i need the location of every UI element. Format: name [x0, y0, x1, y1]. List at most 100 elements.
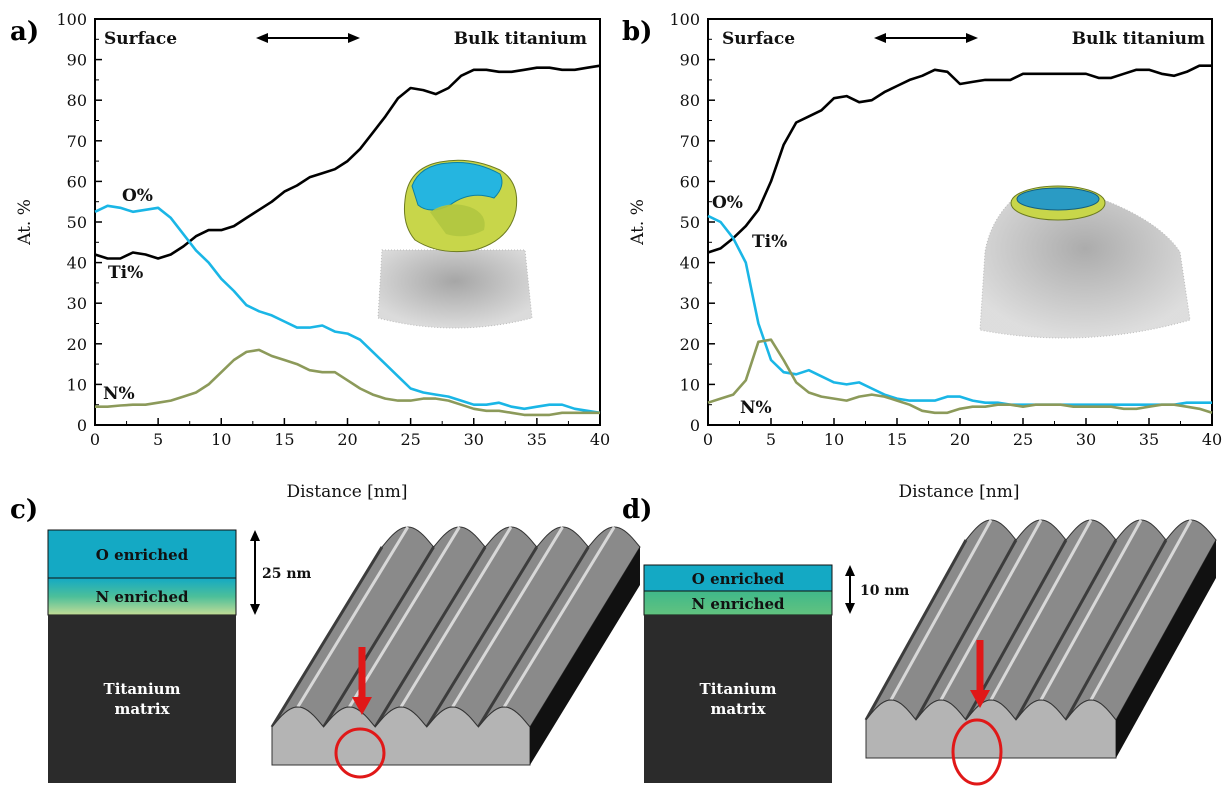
wave-valley	[1014, 539, 1118, 721]
rippled-surface-d	[864, 519, 1217, 786]
series-label-ti: Ti%	[108, 263, 143, 283]
wave-valley	[864, 539, 968, 721]
oxygen-layer-label-d: O enriched	[692, 570, 785, 588]
wave-valley	[477, 546, 590, 728]
series-line-n	[95, 348, 600, 417]
nitrogen-layer-label-d: N enriched	[691, 595, 785, 613]
thickness-arrow-d	[845, 565, 855, 614]
titanium-matrix-c	[48, 615, 236, 783]
y-tick-label: 60	[680, 172, 700, 191]
apt-reconstruction-b	[979, 185, 1191, 339]
x-tick-label: 10	[824, 430, 844, 449]
x-tick-label: 35	[1139, 430, 1159, 449]
x-tick-label: 40	[1202, 430, 1222, 449]
y-tick-label: 90	[680, 51, 700, 70]
y-tick-label: 40	[67, 254, 87, 273]
x-tick-label: 15	[887, 430, 907, 449]
wave-side-face	[1116, 540, 1216, 758]
x-tick-label: 30	[464, 430, 484, 449]
panel-label-d: d)	[622, 495, 652, 525]
x-tick-label: 35	[527, 430, 547, 449]
matrix-label-d-line1: Titanium	[700, 680, 777, 698]
wave-ridge	[989, 519, 1093, 701]
wave-front-face	[271, 706, 531, 766]
series-label-o: O%	[122, 186, 153, 206]
x-axis-title-a: Distance [nm]	[286, 482, 407, 502]
panel-c: c) O enriched N enriched Titanium matrix…	[10, 495, 641, 783]
surface-label-b: Surface	[722, 29, 795, 49]
panel-d: d) O enriched N enriched Titanium matrix…	[622, 495, 1217, 786]
wave-ridge	[296, 526, 410, 708]
plot-frame	[94, 18, 601, 426]
bulk-label-a: Bulk titanium	[454, 29, 587, 49]
wave-valley	[322, 546, 435, 728]
thickness-label-c: 25 nm	[262, 566, 312, 582]
nitrogen-layer-label-c: N enriched	[95, 588, 189, 606]
y-axis-title-b: At. %	[628, 199, 648, 246]
marker-arrow-head	[970, 690, 990, 708]
matrix-label-d-line2: matrix	[710, 700, 766, 718]
titanium-matrix-d	[644, 615, 832, 783]
x-tick-label: 40	[590, 430, 610, 449]
x-tick-label: 25	[400, 430, 420, 449]
wave-valley	[425, 546, 539, 728]
matrix-label-c-line1: Titanium	[104, 680, 181, 698]
wave-valley	[270, 546, 384, 728]
wave-side-face	[530, 547, 640, 765]
bulk-label-b: Bulk titanium	[1072, 29, 1205, 49]
wave-ridge	[889, 519, 993, 701]
x-tick-label: 20	[950, 430, 970, 449]
x-tick-label: 15	[274, 430, 294, 449]
series-line-n	[707, 338, 1213, 415]
wave-top-surface	[865, 519, 1217, 721]
wave-valley	[914, 539, 1018, 721]
series-label-n: N%	[103, 384, 135, 404]
x-axis-title-b: Distance [nm]	[898, 482, 1019, 502]
nitrogen-layer-c	[47, 577, 237, 616]
apt-reconstruction-a	[377, 159, 533, 329]
series-line-ti	[94, 64, 601, 260]
wave-valley	[1064, 539, 1168, 721]
oxygen-layer-d	[643, 564, 833, 592]
chart-b: b) At. % Distance [nm] Surface Bulk tita…	[622, 10, 1222, 502]
wave-ridge	[348, 526, 461, 708]
y-tick-label: 0	[690, 416, 700, 435]
y-tick-label: 80	[680, 91, 700, 110]
series-label-n: N%	[740, 398, 772, 418]
wave-ridge	[1089, 519, 1193, 701]
wave-ridge	[1039, 519, 1143, 701]
y-axis-title-a: At. %	[15, 199, 35, 246]
y-tick-label: 50	[680, 213, 700, 232]
y-tick-label: 90	[67, 51, 87, 70]
x-tick-label: 25	[1013, 430, 1033, 449]
series-line-o	[94, 204, 601, 415]
double-arrow-b	[874, 33, 978, 43]
y-tick-label: 80	[67, 91, 87, 110]
y-tick-label: 50	[67, 213, 87, 232]
oxygen-layer-c	[47, 529, 237, 579]
wave-ridge	[451, 526, 564, 708]
oxygen-layer-label-c: O enriched	[96, 546, 189, 564]
wave-ridge	[502, 526, 616, 708]
wave-front-face	[865, 699, 1117, 759]
series-line-ti	[707, 64, 1212, 254]
x-tick-label: 20	[337, 430, 357, 449]
thickness-arrow-c	[250, 530, 260, 615]
surface-label-a: Surface	[104, 29, 177, 49]
x-tick-label: 10	[211, 430, 231, 449]
y-tick-label: 70	[67, 132, 87, 151]
y-tick-label: 20	[67, 335, 87, 354]
series-label-o: O%	[712, 193, 743, 213]
panel-label-b: b)	[622, 17, 652, 47]
y-tick-label: 40	[680, 254, 700, 273]
wave-ridge	[939, 519, 1043, 701]
panel-label-c: c)	[10, 495, 38, 525]
x-tick-label: 5	[766, 430, 776, 449]
nitrogen-layer-d	[643, 590, 833, 616]
y-tick-label: 70	[680, 132, 700, 151]
y-tick-label: 30	[67, 294, 87, 313]
x-tick-label: 0	[703, 430, 713, 449]
thickness-label-d: 10 nm	[860, 583, 910, 599]
x-tick-label: 30	[1076, 430, 1096, 449]
